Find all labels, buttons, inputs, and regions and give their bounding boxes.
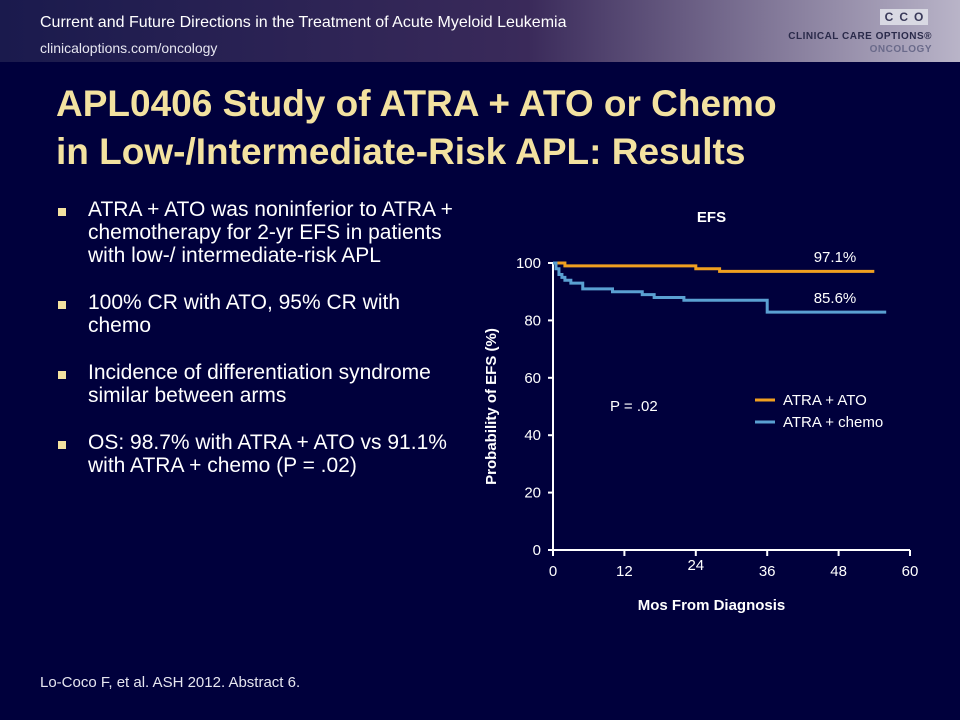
y-tick-label: 100 xyxy=(516,255,541,272)
site-url[interactable]: clinicaloptions.com/oncology xyxy=(40,40,218,56)
citation: Lo-Coco F, et al. ASH 2012. Abstract 6. xyxy=(40,674,301,691)
x-tick-label: 24 xyxy=(687,557,704,574)
cco-logo: C C O xyxy=(880,9,928,25)
series-end-label: 85.6% xyxy=(814,290,857,307)
efs-chart: 0 20 40 60 80 100 0 12 24 36 48 60 Mos From Diagnosi… xyxy=(483,209,919,614)
x-axis-label: Mos From Diagnosis xyxy=(638,597,786,614)
slide-title-line: APL0406 Study of ATRA + ATO or Chemo xyxy=(56,83,777,124)
series-line xyxy=(553,261,887,314)
y-axis-label: Probability of EFS (%) xyxy=(483,328,500,485)
logo-subtitle: ONCOLOGY xyxy=(869,44,932,55)
y-tick-label: 60 xyxy=(524,370,541,387)
slide-title: APL0406 Study of ATRA + ATO or Chemo in … xyxy=(56,80,936,176)
logo-letter: C xyxy=(899,10,908,24)
legend-label: ATRA + ATO xyxy=(783,392,867,409)
series-line xyxy=(553,261,875,273)
bullet-list: ATRA + ATO was noninferior to ATRA + che… xyxy=(58,198,468,501)
y-tick-label: 80 xyxy=(524,312,541,329)
y-tick-label: 0 xyxy=(533,542,541,559)
p-value-annotation: P = .02 xyxy=(610,398,658,415)
bullet-item: 100% CR with ATO, 95% CR with chemo xyxy=(58,291,468,337)
logo-letter: C xyxy=(884,10,894,24)
chart-title: EFS xyxy=(697,209,726,226)
y-tick-label: 40 xyxy=(524,427,541,444)
x-tick-label: 60 xyxy=(902,563,919,580)
presentation-title: Current and Future Directions in the Tre… xyxy=(40,14,567,31)
bullet-item: Incidence of differentiation syndrome si… xyxy=(58,361,468,407)
bullet-item: ATRA + ATO was noninferior to ATRA + che… xyxy=(58,198,468,267)
legend-label: ATRA + chemo xyxy=(783,414,883,431)
logo-name: CLINICAL CARE OPTIONS® xyxy=(788,31,932,42)
slide-title-line: in Low-/Intermediate-Risk APL: Results xyxy=(56,131,746,172)
header-bar: Current and Future Directions in the Tre… xyxy=(0,0,960,62)
logo-letter: O xyxy=(914,10,924,24)
y-tick-label: 20 xyxy=(524,485,541,502)
x-tick-label: 36 xyxy=(759,563,776,580)
x-tick-label: 0 xyxy=(549,563,557,580)
series-end-label: 97.1% xyxy=(814,249,857,266)
x-tick-label: 12 xyxy=(616,563,633,580)
bullet-item: OS: 98.7% with ATRA + ATO vs 91.1% with … xyxy=(58,431,468,477)
x-tick-label: 48 xyxy=(830,563,847,580)
